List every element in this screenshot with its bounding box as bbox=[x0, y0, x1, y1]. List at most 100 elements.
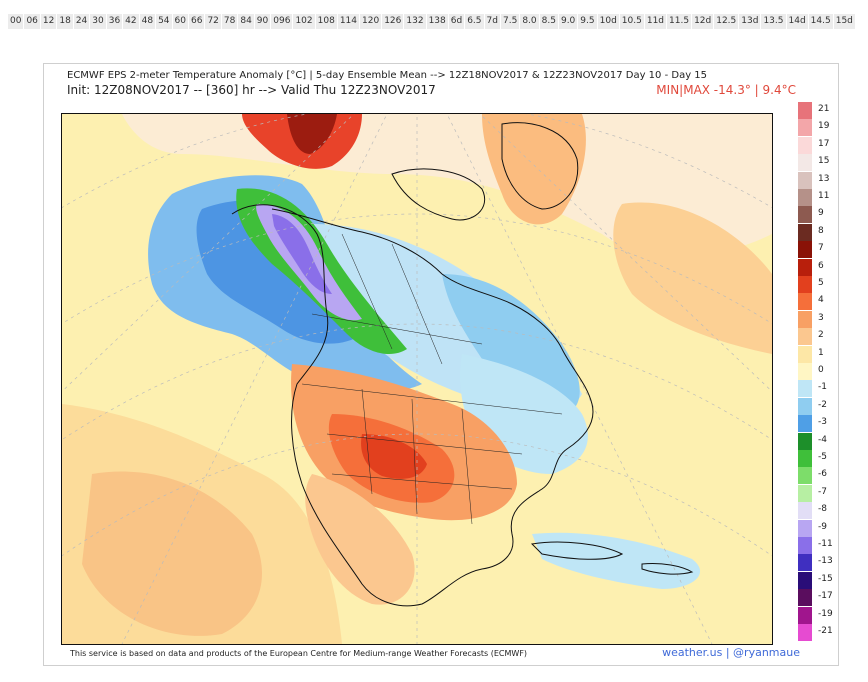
colorbar-swatch bbox=[798, 606, 812, 624]
coastlines bbox=[231, 122, 694, 607]
colorbar-label: 4 bbox=[818, 295, 824, 306]
hour-button-8.0[interactable]: 8.0 bbox=[520, 14, 539, 29]
hour-button-8.5[interactable]: 8.5 bbox=[539, 14, 558, 29]
hour-button-60[interactable]: 60 bbox=[172, 14, 188, 29]
hour-button-13d[interactable]: 13d bbox=[739, 14, 761, 29]
colorbar-label: -19 bbox=[818, 608, 833, 619]
us-warm-max bbox=[361, 434, 427, 479]
hour-button-78[interactable]: 78 bbox=[221, 14, 238, 29]
colorbar-swatch bbox=[798, 589, 812, 607]
hour-button-12.5[interactable]: 12.5 bbox=[714, 14, 739, 29]
mexico-warm bbox=[305, 474, 415, 605]
hour-button-096[interactable]: 096 bbox=[271, 14, 293, 29]
colorbar-label: -5 bbox=[818, 452, 827, 462]
hour-button-12[interactable]: 12 bbox=[40, 14, 57, 29]
hour-button-7.5[interactable]: 7.5 bbox=[500, 14, 520, 29]
colorbar-label: -21 bbox=[818, 626, 833, 636]
colorbar-label: -11 bbox=[818, 539, 833, 549]
colorbar-swatch bbox=[798, 397, 812, 415]
colorbar-swatch bbox=[798, 432, 812, 450]
colorbar-swatch bbox=[798, 554, 812, 572]
hour-button-6d[interactable]: 6d bbox=[448, 14, 465, 29]
hour-button-90[interactable]: 90 bbox=[254, 14, 271, 29]
colorbar-swatch bbox=[798, 345, 812, 363]
hour-button-14.5[interactable]: 14.5 bbox=[808, 14, 833, 29]
hour-button-9.5[interactable]: 9.5 bbox=[578, 14, 597, 29]
hour-button-48[interactable]: 48 bbox=[139, 14, 156, 29]
map-canvas bbox=[62, 114, 772, 644]
colorbar-label: 6 bbox=[818, 260, 824, 271]
hour-button-138[interactable]: 138 bbox=[426, 14, 448, 29]
hour-button-102[interactable]: 102 bbox=[293, 14, 315, 29]
colorbar-label: 17 bbox=[818, 138, 830, 149]
hour-button-126[interactable]: 126 bbox=[382, 14, 404, 29]
colorbar-label: 8 bbox=[818, 225, 824, 236]
hour-button-24[interactable]: 24 bbox=[73, 14, 90, 29]
hour-button-114[interactable]: 114 bbox=[337, 14, 359, 29]
hour-button-84[interactable]: 84 bbox=[238, 14, 254, 29]
hour-button-54[interactable]: 54 bbox=[156, 14, 172, 29]
colorbar-label: 9 bbox=[818, 208, 824, 219]
graticule bbox=[62, 114, 772, 644]
colorbar-label: -17 bbox=[818, 591, 833, 602]
colorbar-swatch bbox=[798, 310, 812, 328]
hour-button-108[interactable]: 108 bbox=[315, 14, 337, 29]
init-valid-line: Init: 12Z08NOV2017 -- [360] hr --> Valid… bbox=[67, 83, 436, 97]
colorbar-swatch bbox=[798, 241, 812, 259]
hour-button-9.0[interactable]: 9.0 bbox=[558, 14, 578, 29]
hour-button-06[interactable]: 06 bbox=[24, 14, 40, 29]
hour-button-11.5[interactable]: 11.5 bbox=[667, 14, 692, 29]
temperature-anomaly-map bbox=[61, 113, 773, 645]
political-borders bbox=[301, 233, 563, 525]
colorbar-swatch bbox=[798, 171, 812, 189]
colorbar-label: 15 bbox=[818, 156, 830, 167]
hour-button-66[interactable]: 66 bbox=[188, 14, 205, 29]
hour-button-12d[interactable]: 12d bbox=[692, 14, 714, 29]
hour-button-10d[interactable]: 10d bbox=[597, 14, 619, 29]
colorbar-swatch bbox=[798, 450, 812, 467]
colorbar-label: -2 bbox=[818, 399, 827, 410]
colorbar-label: -9 bbox=[818, 521, 827, 532]
hour-button-42[interactable]: 42 bbox=[123, 14, 139, 29]
figure-title: ECMWF EPS 2-meter Temperature Anomaly [°… bbox=[67, 70, 708, 81]
colorbar-label: -4 bbox=[818, 434, 827, 445]
hour-button-11d[interactable]: 11d bbox=[644, 14, 667, 29]
hour-button-10.5[interactable]: 10.5 bbox=[619, 14, 644, 29]
site-credit-link[interactable]: weather.us | @ryanmaue bbox=[662, 646, 800, 659]
arctic-hot-core bbox=[287, 114, 337, 154]
colorbar-label: 0 bbox=[818, 365, 824, 375]
colorbar-label: 13 bbox=[818, 173, 830, 184]
colorbar-label: 3 bbox=[818, 312, 824, 323]
colorbar-swatch bbox=[798, 136, 812, 154]
hour-button-120[interactable]: 120 bbox=[360, 14, 382, 29]
colorbar-label: 2 bbox=[818, 330, 824, 341]
hour-button-7d[interactable]: 7d bbox=[484, 14, 500, 29]
colorbar-swatch bbox=[798, 154, 812, 172]
colorbar-label: -3 bbox=[818, 417, 827, 428]
colorbar-swatch bbox=[798, 415, 812, 433]
hour-button-15d[interactable]: 15d bbox=[833, 14, 855, 29]
colorbar-label: 1 bbox=[818, 347, 824, 358]
hour-button-132[interactable]: 132 bbox=[404, 14, 426, 29]
hour-button-14d[interactable]: 14d bbox=[786, 14, 808, 29]
hour-button-18[interactable]: 18 bbox=[57, 14, 73, 29]
hour-button-30[interactable]: 30 bbox=[90, 14, 106, 29]
colorbar-label: -7 bbox=[818, 486, 827, 497]
colorbar-swatch bbox=[798, 119, 812, 137]
colorbar-label: -8 bbox=[818, 504, 827, 515]
ecmwf-attribution: This service is based on data and produc… bbox=[70, 649, 528, 658]
hour-button-13.5[interactable]: 13.5 bbox=[761, 14, 786, 29]
hour-button-00[interactable]: 00 bbox=[8, 14, 24, 29]
hour-button-72[interactable]: 72 bbox=[205, 14, 221, 29]
colorbar-swatch bbox=[798, 258, 812, 276]
hour-button-36[interactable]: 36 bbox=[106, 14, 123, 29]
colorbar-swatch bbox=[798, 223, 812, 241]
colorbar-swatch bbox=[798, 363, 812, 380]
hour-button-6.5[interactable]: 6.5 bbox=[465, 14, 484, 29]
colorbar-label: 7 bbox=[818, 243, 824, 254]
colorbar-swatch bbox=[798, 484, 812, 502]
colorbar-swatch bbox=[798, 519, 812, 537]
pacific-warm-core bbox=[82, 471, 262, 636]
colorbar-swatch bbox=[798, 380, 812, 398]
forecast-hour-selector: 00 06 12 18 24 30 36 42 48 54 60 66 72 78 84 90 096 102 10… bbox=[8, 14, 856, 29]
